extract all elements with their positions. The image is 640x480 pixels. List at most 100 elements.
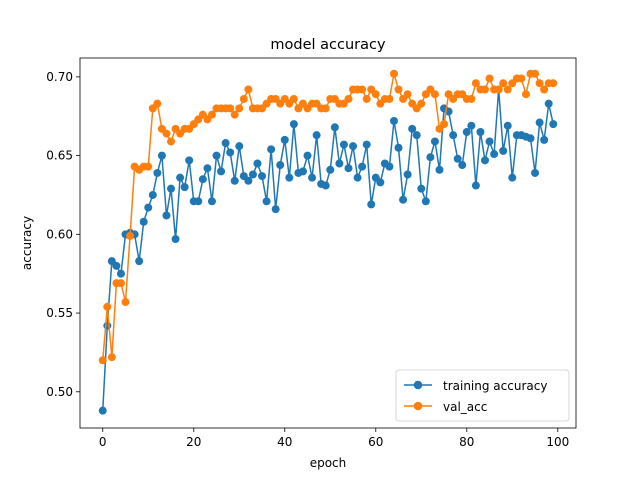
- data-point-val-acc: [521, 90, 530, 99]
- y-tick-label: 0.60: [46, 227, 73, 241]
- data-point-training-accuracy: [549, 120, 558, 129]
- data-point-val-acc: [121, 298, 130, 307]
- data-point-training-accuracy: [244, 176, 253, 185]
- data-point-training-accuracy: [303, 151, 312, 160]
- data-point-training-accuracy: [221, 139, 230, 148]
- y-tick-label: 0.55: [46, 306, 73, 320]
- data-point-val-acc: [144, 162, 153, 171]
- data-point-training-accuracy: [235, 142, 244, 151]
- data-point-training-accuracy: [426, 153, 435, 162]
- data-point-training-accuracy: [403, 170, 412, 179]
- data-point-val-acc: [239, 94, 248, 103]
- data-point-val-acc: [126, 231, 135, 240]
- data-point-training-accuracy: [116, 269, 125, 278]
- data-point-val-acc: [153, 99, 162, 108]
- data-point-val-acc: [116, 279, 125, 288]
- data-point-val-acc: [440, 120, 449, 129]
- legend-box: [395, 369, 570, 422]
- data-point-val-acc: [535, 79, 544, 88]
- data-point-val-acc: [467, 94, 476, 103]
- data-point-val-acc: [162, 129, 171, 138]
- data-point-training-accuracy: [176, 173, 185, 182]
- data-point-training-accuracy: [139, 217, 148, 226]
- data-point-training-accuracy: [367, 200, 376, 209]
- data-point-training-accuracy: [499, 146, 508, 155]
- data-point-training-accuracy: [226, 148, 235, 157]
- data-point-training-accuracy: [276, 161, 285, 170]
- data-point-training-accuracy: [312, 131, 321, 140]
- data-point-val-acc: [103, 302, 112, 311]
- x-axis-ticks: 0 20 40 60 80 100: [99, 428, 569, 449]
- data-point-val-acc: [321, 104, 330, 113]
- data-point-val-acc: [389, 69, 398, 78]
- x-tick-label: 60: [368, 435, 383, 449]
- data-point-val-acc: [358, 85, 367, 94]
- data-point-training-accuracy: [480, 156, 489, 165]
- data-point-val-acc: [207, 110, 216, 119]
- data-point-training-accuracy: [253, 159, 262, 168]
- data-point-training-accuracy: [335, 159, 344, 168]
- data-point-training-accuracy: [531, 168, 540, 177]
- data-point-training-accuracy: [321, 181, 330, 190]
- data-point-training-accuracy: [408, 124, 417, 133]
- y-tick-label: 0.70: [46, 70, 73, 84]
- data-point-val-acc: [385, 94, 394, 103]
- data-point-training-accuracy: [385, 162, 394, 171]
- data-point-training-accuracy: [217, 167, 226, 176]
- data-point-val-acc: [485, 74, 494, 83]
- data-point-val-acc: [244, 85, 253, 94]
- chart-title: model accuracy: [270, 37, 386, 53]
- data-point-training-accuracy: [262, 197, 271, 206]
- plot-area: [98, 69, 558, 415]
- data-point-training-accuracy: [285, 173, 294, 182]
- data-point-val-acc: [549, 79, 558, 88]
- data-point-training-accuracy: [144, 203, 153, 212]
- data-point-training-accuracy: [135, 257, 144, 266]
- data-point-training-accuracy: [339, 140, 348, 149]
- data-point-training-accuracy: [503, 121, 512, 130]
- data-point-training-accuracy: [267, 145, 276, 154]
- data-point-training-accuracy: [185, 156, 194, 165]
- data-point-training-accuracy: [344, 164, 353, 173]
- data-point-training-accuracy: [167, 184, 176, 193]
- legend-marker-training-accuracy: [413, 380, 423, 390]
- data-point-val-acc: [503, 85, 512, 94]
- data-point-val-acc: [531, 69, 540, 78]
- data-point-training-accuracy: [112, 261, 121, 270]
- x-tick-label: 0: [99, 435, 107, 449]
- data-point-val-acc: [235, 104, 244, 113]
- data-point-training-accuracy: [526, 134, 535, 143]
- data-point-training-accuracy: [349, 142, 358, 151]
- data-point-val-acc: [540, 85, 549, 94]
- data-point-training-accuracy: [389, 116, 398, 125]
- data-point-training-accuracy: [417, 184, 426, 193]
- data-point-val-acc: [499, 79, 508, 88]
- data-point-training-accuracy: [435, 165, 444, 174]
- data-point-training-accuracy: [394, 143, 403, 152]
- data-point-training-accuracy: [358, 162, 367, 171]
- legend-label-training-accuracy: training accuracy: [443, 379, 547, 393]
- data-point-val-acc: [403, 90, 412, 99]
- data-point-training-accuracy: [271, 205, 280, 214]
- data-point-training-accuracy: [412, 131, 421, 140]
- data-point-training-accuracy: [194, 197, 203, 206]
- data-point-training-accuracy: [399, 195, 408, 204]
- y-tick-label: 0.65: [46, 149, 73, 163]
- data-point-training-accuracy: [376, 178, 385, 187]
- data-point-training-accuracy: [362, 140, 371, 149]
- x-axis-label: epoch: [310, 456, 347, 470]
- data-point-training-accuracy: [298, 167, 307, 176]
- x-tick-label: 40: [277, 435, 292, 449]
- data-point-training-accuracy: [540, 135, 549, 144]
- data-point-training-accuracy: [171, 235, 180, 244]
- data-point-training-accuracy: [148, 190, 157, 199]
- data-point-training-accuracy: [157, 151, 166, 160]
- data-point-training-accuracy: [544, 99, 553, 108]
- data-point-training-accuracy: [258, 172, 267, 181]
- data-point-val-acc: [480, 85, 489, 94]
- data-point-training-accuracy: [198, 175, 207, 184]
- data-point-val-acc: [230, 110, 239, 119]
- data-point-val-acc: [167, 137, 176, 146]
- series-line-val-acc: [102, 72, 554, 361]
